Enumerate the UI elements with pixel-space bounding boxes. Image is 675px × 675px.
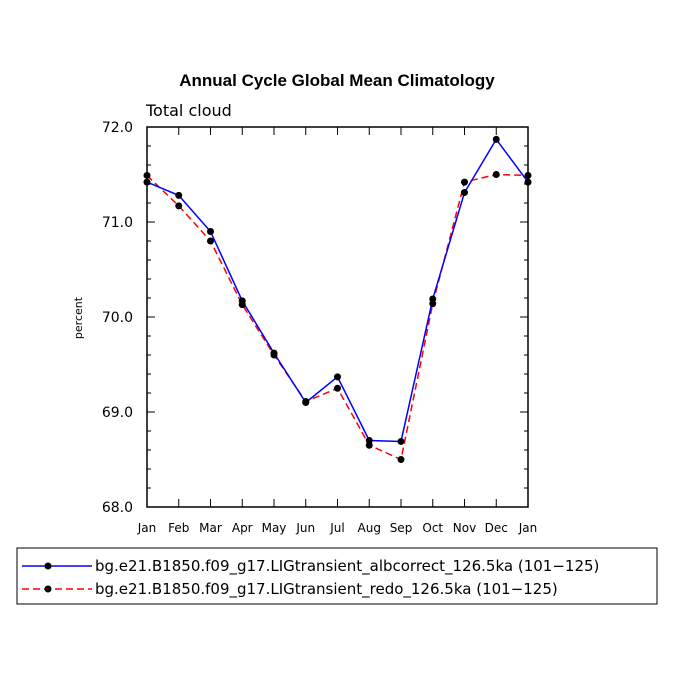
x-tick-label: Dec [485,521,508,535]
series-2-point [461,178,468,186]
x-tick-label: May [262,521,287,535]
series-2-point [270,351,278,359]
series-2-point [334,384,341,392]
x-tick-label: Aug [358,521,381,535]
x-tick-label: Jul [329,521,344,535]
series-2-point [524,171,532,179]
y-tick-label: 72.0 [102,120,133,136]
plot-frame [146,126,529,508]
y-tick-label: 68.0 [102,500,133,516]
x-tick-label: Nov [453,521,476,535]
legend-box [16,547,658,605]
series-1-point [524,178,532,186]
x-tick-label: Apr [232,521,253,535]
series-line-1 [146,138,529,443]
series-1-point [334,373,341,381]
series-1-point [143,178,151,186]
series-line-2 [146,173,529,461]
series-2-point [397,456,405,463]
series-1-point [207,228,214,235]
x-tick-label: Sep [390,521,413,535]
series-2-point [238,301,246,309]
y-tick-label: 69.0 [102,405,133,421]
chart-subtitle: Total cloud [145,101,232,120]
series-2-point [429,300,437,308]
series-2-point [302,398,310,406]
series-2-point [365,441,373,449]
y-tick-label: 70.0 [102,310,133,326]
legend-label-1: bg.e21.B1850.f09_g17.LIGtransient_albcor… [95,557,599,576]
y-axis-label: percent [72,296,85,339]
x-tick-label: Jan [518,521,538,535]
series-1-point [492,135,500,143]
chart-title: Annual Cycle Global Mean Climatology [179,71,495,90]
y-tick-label: 71.0 [102,215,133,231]
x-tick-label: Jun [295,521,315,535]
legend-label-2: bg.e21.B1850.f09_g17.LIGtransient_redo_1… [95,580,558,599]
series-2-point [175,202,183,210]
series-1-point [461,189,468,197]
x-tick-label: Mar [199,521,222,535]
series-1-point [397,437,405,445]
x-tick-label: Feb [168,521,189,535]
series-2-point [143,171,151,179]
x-tick-label: Jan [137,521,157,535]
series-2-point [492,171,500,178]
series-2-point [207,237,214,245]
x-tick-label: Oct [422,521,443,535]
legend-swatch-marker-2 [44,585,52,593]
legend-swatch-marker-1 [44,562,52,570]
series-1-point [175,191,183,199]
